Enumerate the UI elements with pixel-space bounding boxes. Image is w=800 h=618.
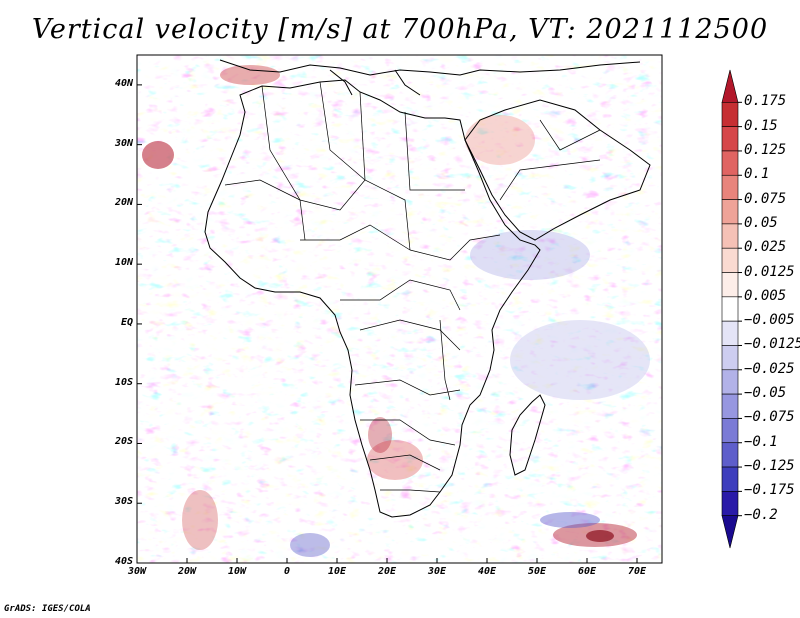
colorbar-swatch [721, 150, 739, 176]
arabia-coastline [464, 99, 651, 241]
colorbar-label: −0.005 [744, 312, 795, 329]
lon-label: 0 [283, 566, 291, 577]
colorbar-label: 0.15 [744, 117, 778, 134]
grads-credit: GrADS: IGES/COLA [4, 604, 91, 614]
colorbar-label: −0.075 [744, 409, 795, 426]
colorbar-label: 0.175 [744, 93, 787, 110]
lat-label: 10N [114, 257, 133, 269]
colorbar-swatch [721, 491, 739, 516]
lon-label: 20W [177, 566, 197, 577]
madagascar-coastline [509, 394, 546, 476]
colorbar-label: −0.0125 [744, 336, 800, 353]
country-borders [224, 81, 601, 493]
lat-label: 40N [114, 77, 133, 89]
colorbar-label: −0.2 [744, 506, 778, 523]
colorbar-swatch [721, 345, 739, 371]
lon-label: 30E [427, 566, 447, 577]
colorbar-swatch [721, 418, 739, 444]
lat-label: 20N [114, 197, 133, 209]
lon-label: 60E [577, 566, 597, 577]
lat-label: 30N [114, 137, 133, 149]
colorbar-label: 0.125 [744, 141, 787, 158]
colorbar-label: 0.075 [744, 190, 787, 207]
colorbar-swatch [721, 247, 739, 273]
colorbar-swatch [721, 320, 739, 346]
map-frame [136, 54, 663, 564]
lon-label: 20E [377, 566, 397, 577]
colorbar-swatch [721, 369, 739, 395]
colorbar-swatch [721, 199, 739, 225]
colorbar [721, 69, 742, 549]
colorbar-label: −0.05 [744, 385, 787, 402]
colorbar-label: 0.05 [744, 214, 778, 231]
colorbar-label: −0.025 [744, 360, 795, 377]
colorbar-swatch [721, 174, 739, 200]
chart-title: Vertical velocity [m/s] at 700hPa, VT: 2… [31, 14, 769, 45]
lat-label: 20S [114, 436, 133, 448]
colorbar-label: 0.1 [744, 166, 770, 183]
lon-label: 30W [127, 566, 147, 577]
colorbar-swatch [721, 102, 739, 127]
colorbar-label: −0.1 [744, 433, 778, 450]
coastlines [204, 59, 651, 518]
colorbar-label: 0.025 [744, 239, 787, 256]
colorbar-label: 0.005 [744, 287, 787, 304]
colorbar-swatch [721, 515, 739, 549]
colorbar-swatch [721, 442, 739, 468]
colorbar-swatch [721, 69, 739, 103]
lon-label: 70E [627, 566, 647, 577]
lon-label: 10E [327, 566, 347, 577]
lat-label: 30S [114, 496, 133, 508]
colorbar-swatch [721, 393, 739, 419]
colorbar-swatch [721, 296, 739, 322]
colorbar-swatch [721, 466, 739, 492]
africa-coastline [204, 79, 541, 518]
colorbar-label: −0.175 [744, 482, 795, 499]
lon-label: 50E [527, 566, 547, 577]
velocity-field [137, 55, 662, 563]
lon-label: 40E [477, 566, 497, 577]
europe-coastline [219, 59, 641, 76]
colorbar-swatch [721, 272, 739, 298]
colorbar-label: 0.0125 [744, 263, 795, 280]
colorbar-swatch [721, 223, 739, 249]
lat-label: 10S [114, 376, 133, 388]
axis-ticks [136, 84, 638, 564]
lat-label: 40S [114, 556, 133, 567]
colorbar-swatch [721, 126, 739, 152]
lon-label: 10W [227, 566, 247, 577]
colorbar-label: −0.125 [744, 458, 795, 475]
lat-label: EQ [120, 316, 133, 328]
